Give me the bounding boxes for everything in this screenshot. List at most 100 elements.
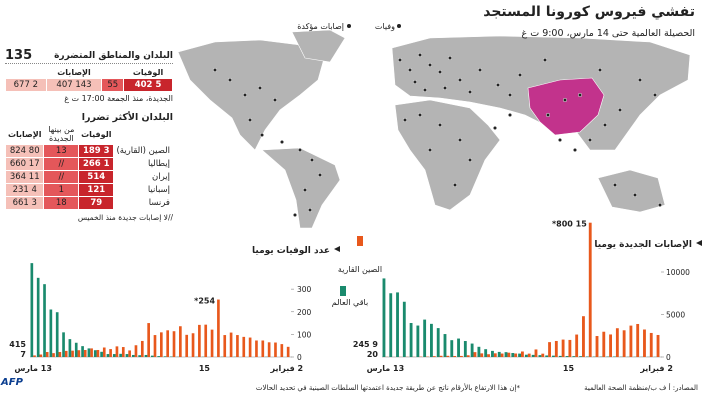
bar — [493, 353, 497, 357]
bar — [450, 340, 454, 357]
new-deaths: 13 — [44, 145, 79, 157]
map-dot — [437, 122, 443, 128]
table-row: الصين (القارية) 3 189 13 80 824 — [6, 145, 172, 157]
bar — [160, 332, 163, 357]
y-tick-label: 0 — [297, 353, 302, 362]
bar — [87, 348, 91, 357]
bar — [565, 356, 569, 357]
map-dot — [457, 77, 463, 83]
bar — [423, 319, 427, 357]
bar — [64, 350, 68, 357]
countries: البلدان الأكثر تضررا الوفيات من بينها الج… — [5, 112, 173, 222]
bar — [255, 340, 258, 357]
bar — [90, 348, 93, 357]
bar — [81, 346, 84, 357]
map-legend: وفيات — [375, 22, 395, 31]
cases: 3 661 — [6, 197, 44, 209]
bar — [453, 355, 457, 357]
bar — [524, 354, 528, 357]
bar — [33, 355, 36, 357]
map-dot — [307, 207, 313, 213]
map-dot — [272, 97, 278, 103]
bar — [473, 352, 477, 357]
bar — [389, 293, 393, 357]
y-tick-label: 10000 — [666, 268, 690, 277]
arrow — [696, 240, 702, 246]
map-dot — [412, 79, 418, 85]
bar — [636, 323, 640, 357]
bar — [144, 354, 148, 357]
x-tick-label: 2 فبراير — [639, 364, 673, 373]
country: إيران — [151, 172, 170, 182]
map-dot — [242, 92, 248, 98]
country: الصين (القارية) — [116, 146, 170, 156]
bar — [629, 325, 633, 357]
bar — [43, 284, 46, 357]
country: إسبانيا — [147, 185, 170, 195]
bar — [609, 334, 612, 357]
map-dot — [447, 55, 453, 61]
bar — [39, 354, 43, 357]
x-tick-label: 15 — [199, 364, 211, 373]
bar — [568, 339, 572, 357]
bar — [125, 354, 129, 357]
map-dot — [297, 147, 303, 153]
map-dot — [442, 85, 448, 91]
map-dot — [562, 97, 568, 103]
bar — [613, 356, 616, 357]
bar — [261, 340, 265, 357]
bar — [267, 342, 271, 357]
bar — [198, 324, 201, 357]
map-dot — [557, 137, 563, 143]
x-tick-label: 15 — [563, 364, 575, 373]
col-header: من بينها الجديدة — [48, 125, 75, 143]
bar — [131, 354, 135, 357]
cases: 80 824 — [6, 145, 44, 157]
bar — [109, 349, 112, 357]
map-dot — [587, 137, 593, 143]
map-dot — [492, 125, 498, 131]
summary: البلدان والمناطق المتضررة 135 الوفيات الإ… — [5, 48, 173, 103]
world-map — [177, 29, 691, 229]
map-dot — [452, 182, 458, 188]
legend-label: باقي العالم — [332, 298, 368, 307]
value-label: 9 245 — [353, 340, 379, 349]
bar — [157, 356, 160, 357]
bar — [115, 346, 119, 357]
australia — [597, 169, 666, 213]
map-dot — [309, 157, 315, 163]
bar — [140, 340, 144, 357]
bar — [49, 309, 53, 357]
bar — [558, 355, 562, 357]
table-row: إيران 514//11 364 — [6, 171, 172, 183]
map-dot — [545, 112, 551, 118]
bar — [166, 330, 170, 357]
bar — [280, 344, 284, 357]
map-dot — [477, 67, 483, 73]
map-dot — [602, 122, 608, 128]
bar — [436, 328, 440, 357]
footnote: *إن هذا الارتفاع بالأرقام ناتج عن طريقة … — [256, 383, 521, 392]
map-dot — [257, 85, 263, 91]
bar — [491, 350, 494, 357]
bar — [656, 334, 660, 357]
totals-table: الوفيات الإصابات 5 402 55 143 407 2 677 — [5, 66, 173, 92]
bar — [153, 335, 157, 357]
bar — [112, 354, 116, 357]
bar — [96, 349, 100, 357]
new-deaths: 55 — [102, 79, 124, 91]
map-dot — [507, 112, 513, 118]
bar — [68, 339, 72, 357]
country: فرنسا — [148, 198, 170, 208]
table-footnote: //لا إصابات جديدة منذ الخميس — [77, 213, 173, 222]
new-note: الجديدة، منذ الجمعة 17:00 ت غ — [64, 94, 173, 103]
map-dot — [427, 147, 433, 153]
bar — [409, 323, 413, 357]
bar — [649, 332, 653, 357]
map-dot — [407, 67, 413, 73]
map-dot — [542, 57, 548, 63]
map-dot — [417, 52, 423, 58]
chart-title: الإصابات الجديدة يوميا — [594, 240, 692, 250]
bar — [602, 331, 606, 357]
chart-title: عدد الوفيات يوميا — [252, 246, 330, 256]
